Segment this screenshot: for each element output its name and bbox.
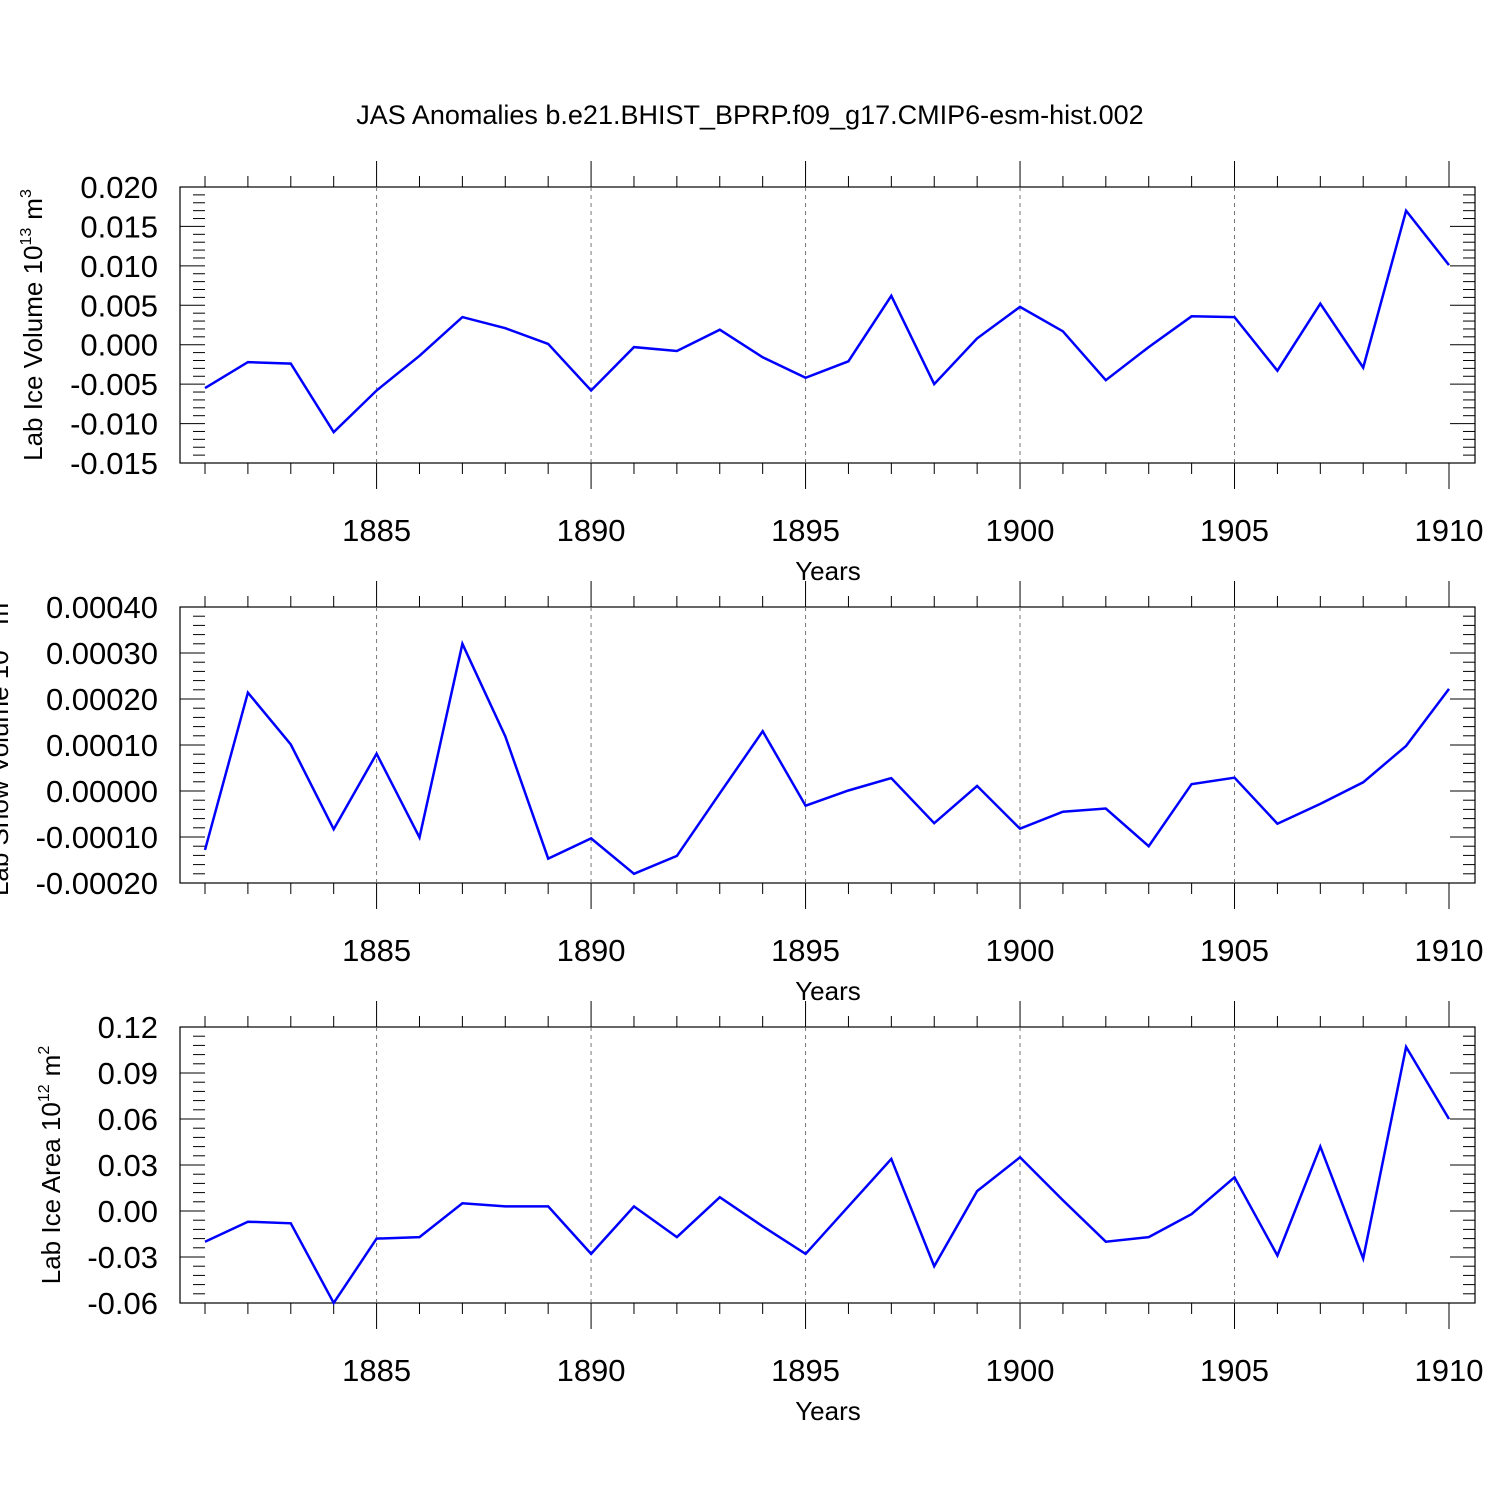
y-tick-label: -0.010 <box>70 407 158 442</box>
y-tick-label: 0.00020 <box>46 682 158 717</box>
y-axis-label-unit: m <box>36 1055 66 1077</box>
y-tick-label: 0.06 <box>98 1102 158 1137</box>
x-tick-label: 1910 <box>1415 513 1484 548</box>
x-tick-label: 1895 <box>771 1353 840 1388</box>
snow-volume-panel: 1885 1890 1895 1900 1905 1910 Years -0.00020 -0.… <box>0 581 1483 1006</box>
x-axis-label: Years <box>795 976 861 1006</box>
x-tick-label: 1895 <box>771 513 840 548</box>
series-line <box>204 207 1450 435</box>
y-axis-label-text: Lab Ice Area 10 <box>36 1102 66 1284</box>
y-tick-label: 0.00010 <box>46 728 158 763</box>
y-axis-label-unit: m <box>18 198 48 220</box>
y-axis-label-exponent: 12 <box>36 1084 53 1102</box>
y-tick-label: -0.06 <box>87 1286 158 1321</box>
ice-volume-panel: 1885 1890 1895 1900 1905 1910 Years -0.015 -0.01… <box>18 161 1483 586</box>
y-tick-label: 0.09 <box>98 1056 158 1091</box>
y-axis-label-exponent: 13 <box>18 228 35 246</box>
x-tick-label: 1905 <box>1200 933 1269 968</box>
x-tick-label: 1890 <box>557 1353 626 1388</box>
y-tick-label: 0.010 <box>80 249 158 284</box>
y-axis-label-unit-exponent: 3 <box>18 189 35 198</box>
x-tick-label: 1895 <box>771 933 840 968</box>
y-axis-label-exponent: 13 <box>0 632 1 650</box>
y-axis-label-text: Lab Snow Volume 10 <box>0 650 14 896</box>
chart-title: JAS Anomalies b.e21.BHIST_BPRP.f09_g17.C… <box>356 100 1143 130</box>
y-axis-label: Lab Ice Volume 1013 m3 <box>18 189 48 461</box>
x-tick-label: 1900 <box>986 1353 1055 1388</box>
x-tick-label: 1885 <box>342 1353 411 1388</box>
y-tick-label: 0.00 <box>98 1194 158 1229</box>
y-tick-label: 0.00030 <box>46 636 158 671</box>
y-tick-label: 0.03 <box>98 1148 158 1183</box>
x-tick-label: 1885 <box>342 933 411 968</box>
y-tick-label: 0.005 <box>80 288 158 323</box>
ice-area-panel: 1885 1890 1895 1900 1905 1910 Years -0.06 -0.03 0… <box>36 1001 1483 1426</box>
y-tick-label: 0.020 <box>80 170 158 205</box>
x-tick-label: 1900 <box>986 933 1055 968</box>
y-axis-label-unit: m <box>0 603 14 625</box>
plot-frame <box>179 186 1476 464</box>
y-axis-label: Lab Ice Area 1012 m2 <box>36 1046 66 1285</box>
x-tick-label: 1905 <box>1200 513 1269 548</box>
y-axis-label-text: Lab Ice Volume 10 <box>18 245 48 460</box>
x-tick-label: 1910 <box>1415 933 1484 968</box>
y-axis-label-unit-exponent: 2 <box>36 1046 53 1055</box>
y-tick-label: -0.00010 <box>36 820 158 855</box>
plot-frame <box>179 1026 1476 1304</box>
y-tick-label: 0.015 <box>80 209 158 244</box>
y-axis-label: Lab Snow Volume 1013 m3 <box>0 594 14 896</box>
y-tick-label: -0.00020 <box>36 866 158 901</box>
y-tick-label: -0.005 <box>70 367 158 402</box>
y-tick-label: -0.015 <box>70 446 158 481</box>
y-tick-label: 0.12 <box>98 1010 158 1045</box>
x-tick-label: 1890 <box>557 513 626 548</box>
x-tick-label: 1885 <box>342 513 411 548</box>
x-tick-label: 1900 <box>986 513 1055 548</box>
x-axis-label: Years <box>795 1396 861 1426</box>
y-tick-label: 0.000 <box>80 328 158 363</box>
x-tick-label: 1890 <box>557 933 626 968</box>
x-tick-label: 1910 <box>1415 1353 1484 1388</box>
x-axis-label: Years <box>795 556 861 586</box>
plot-frame <box>179 606 1476 884</box>
y-tick-label: 0.00000 <box>46 774 158 809</box>
x-tick-label: 1905 <box>1200 1353 1269 1388</box>
series-line <box>204 1043 1451 1306</box>
y-axis-label-unit-exponent: 3 <box>0 594 1 603</box>
series-line <box>203 639 1450 876</box>
y-tick-label: -0.03 <box>87 1240 158 1275</box>
y-tick-label: 0.00040 <box>46 590 158 625</box>
